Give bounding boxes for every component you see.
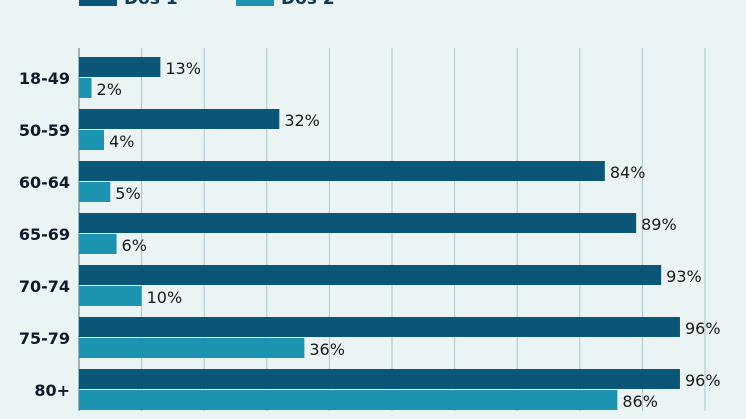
- bar-dos-2-50-59: [79, 130, 105, 150]
- value-label-dos-2-60-64: 5%: [115, 184, 140, 203]
- category-label-18-49: 18-49: [19, 69, 70, 88]
- category-label-70-74: 70-74: [19, 277, 70, 296]
- bar-dos-1-50-59: [79, 109, 280, 129]
- value-label-dos-2-18-49: 2%: [97, 80, 122, 99]
- category-label-75-79: 75-79: [19, 329, 70, 348]
- bar-dos-1-80: [79, 369, 680, 389]
- value-label-dos-1-80: 96%: [685, 371, 721, 390]
- legend-swatch-dos-2: [236, 0, 274, 6]
- bar-dos-2-65-69: [79, 234, 117, 254]
- bar-dos-1-75-79: [79, 317, 680, 337]
- value-label-dos-2-75-79: 36%: [309, 340, 345, 359]
- legend-label-dos-1: Dos 1: [124, 0, 178, 9]
- value-label-dos-2-70-74: 10%: [147, 288, 183, 307]
- bar-dos-1-70-74: [79, 265, 662, 285]
- category-label-65-69: 65-69: [19, 225, 70, 244]
- category-label-60-64: 60-64: [19, 173, 70, 192]
- value-label-dos-1-18-49: 13%: [165, 59, 201, 78]
- category-label-80: 80+: [34, 381, 70, 400]
- value-label-dos-1-70-74: 93%: [666, 267, 702, 286]
- value-label-dos-1-50-59: 32%: [284, 111, 320, 130]
- bar-dos-1-65-69: [79, 213, 637, 233]
- bar-dos-2-80: [79, 390, 618, 410]
- value-label-dos-2-80: 86%: [622, 392, 658, 411]
- category-label-50-59: 50-59: [19, 121, 70, 140]
- bar-dos-1-60-64: [79, 161, 605, 181]
- bar-dos-2-75-79: [79, 338, 305, 358]
- legend: Dos 1 Dos 2: [79, 0, 335, 9]
- value-label-dos-2-65-69: 6%: [122, 236, 147, 255]
- value-label-dos-1-75-79: 96%: [685, 319, 721, 338]
- value-label-dos-1-65-69: 89%: [641, 215, 677, 234]
- labels: 18-49 13% 2% 50-59 32% 4% 60-64 84% 5% 65-69 89% 6%…: [19, 59, 721, 411]
- bar-dos-2-60-64: [79, 182, 111, 202]
- bar-dos-2-70-74: [79, 286, 142, 306]
- value-label-dos-1-60-64: 84%: [610, 163, 646, 182]
- value-label-dos-2-50-59: 4%: [109, 132, 134, 151]
- legend-swatch-dos-1: [79, 0, 117, 6]
- legend-label-dos-2: Dos 2: [281, 0, 335, 9]
- bar-dos-2-18-49: [79, 78, 92, 98]
- bar-dos-1-18-49: [79, 57, 161, 77]
- bars: [79, 57, 680, 410]
